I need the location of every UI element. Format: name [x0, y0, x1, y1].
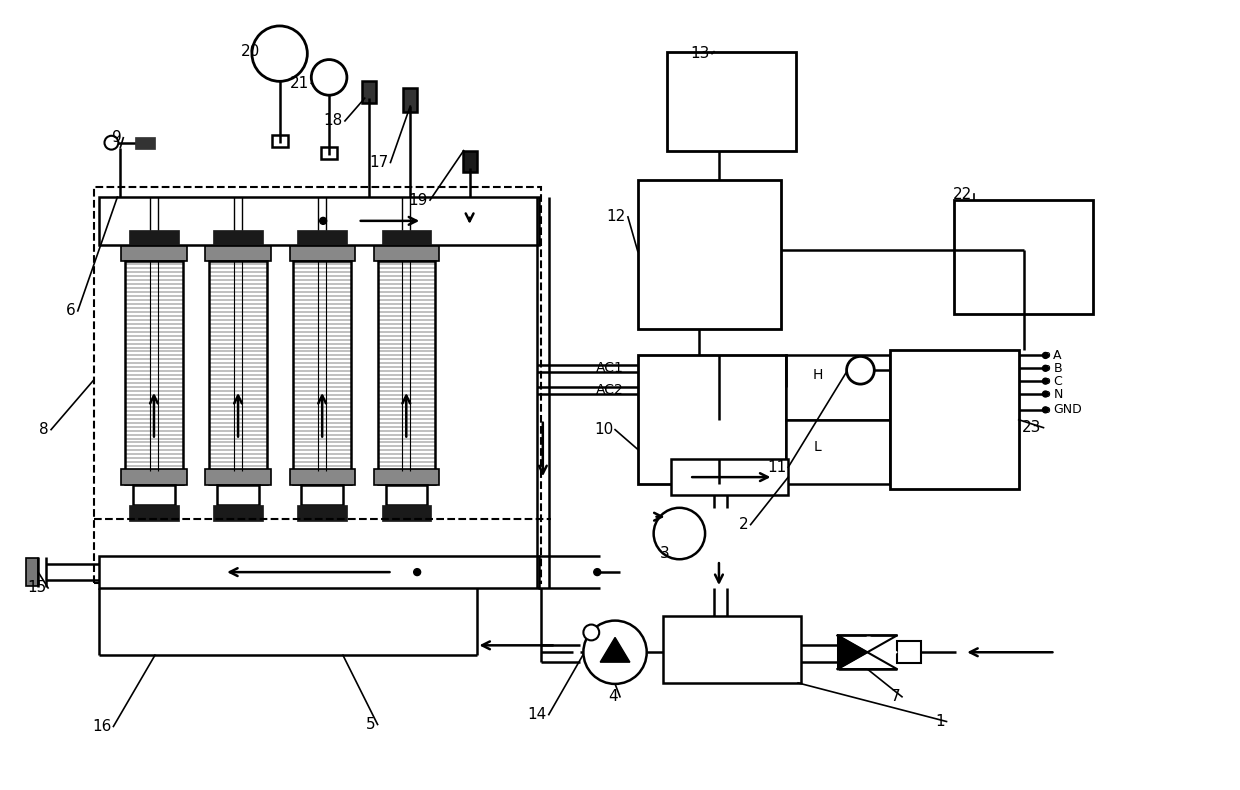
Text: 22: 22	[954, 186, 972, 201]
Text: 21: 21	[290, 76, 309, 91]
Text: o: o	[1044, 389, 1050, 399]
Bar	[129, 505, 179, 521]
Text: 19: 19	[409, 193, 428, 208]
Text: 1: 1	[935, 714, 945, 729]
Text: 12: 12	[606, 209, 626, 224]
Bar	[373, 246, 439, 261]
Bar	[386, 485, 427, 505]
Bar	[294, 261, 351, 484]
Text: 16: 16	[92, 719, 112, 734]
Circle shape	[653, 508, 706, 559]
Bar	[662, 615, 801, 683]
Bar	[382, 230, 432, 247]
Text: 8: 8	[40, 422, 50, 437]
Text: 9: 9	[112, 130, 122, 145]
Bar	[289, 246, 355, 261]
Text: GND: GND	[1053, 404, 1083, 416]
Polygon shape	[867, 635, 897, 669]
Bar	[210, 261, 267, 484]
Bar	[637, 180, 781, 329]
Bar	[890, 351, 1019, 489]
Bar	[382, 505, 432, 521]
Text: 13: 13	[691, 46, 711, 61]
Bar	[378, 261, 435, 484]
Bar	[213, 505, 263, 521]
Circle shape	[1043, 365, 1049, 371]
Polygon shape	[838, 635, 867, 669]
Bar	[206, 246, 270, 261]
Text: 17: 17	[370, 155, 388, 170]
Text: 7: 7	[890, 690, 900, 704]
Text: A: A	[1053, 349, 1061, 362]
Text: 11: 11	[768, 460, 786, 475]
Text: o: o	[1044, 404, 1050, 415]
Text: o: o	[1044, 351, 1050, 360]
Bar	[98, 198, 539, 245]
Bar	[26, 559, 38, 586]
Bar	[362, 81, 376, 103]
Bar	[301, 485, 343, 505]
Text: B: B	[1053, 362, 1061, 374]
Text: 2: 2	[739, 517, 749, 532]
Bar	[298, 505, 347, 521]
Bar	[897, 641, 921, 663]
Text: 5: 5	[366, 717, 376, 732]
Bar	[272, 135, 288, 147]
Text: 15: 15	[27, 581, 46, 596]
Bar	[637, 356, 786, 484]
Bar	[786, 419, 890, 484]
Bar	[125, 261, 182, 484]
Circle shape	[320, 217, 326, 224]
Circle shape	[252, 26, 308, 81]
Bar	[135, 137, 155, 149]
Text: 20: 20	[241, 44, 260, 59]
Bar	[298, 230, 347, 247]
Bar	[206, 469, 270, 485]
Polygon shape	[600, 638, 630, 662]
Bar	[213, 230, 263, 247]
Text: 14: 14	[527, 707, 547, 722]
Text: 18: 18	[324, 114, 343, 129]
Text: N: N	[1053, 388, 1063, 401]
Bar	[122, 469, 187, 485]
Text: o: o	[1044, 363, 1050, 374]
Bar	[217, 485, 259, 505]
Text: AC2: AC2	[596, 383, 624, 397]
Circle shape	[847, 356, 874, 384]
Circle shape	[414, 569, 420, 576]
Text: 10: 10	[594, 422, 613, 437]
Bar	[463, 151, 476, 172]
Text: o: o	[1044, 376, 1050, 386]
Text: H: H	[812, 368, 823, 382]
Bar	[93, 187, 541, 583]
Circle shape	[594, 569, 600, 576]
Circle shape	[104, 136, 118, 149]
Text: 3: 3	[660, 546, 670, 561]
Circle shape	[1043, 391, 1049, 397]
Bar	[373, 469, 439, 485]
Text: L: L	[813, 441, 822, 454]
Circle shape	[583, 621, 647, 684]
Circle shape	[311, 59, 347, 96]
Bar	[289, 469, 355, 485]
Text: AC1: AC1	[596, 361, 624, 375]
Text: C: C	[1053, 374, 1063, 388]
Bar	[98, 556, 539, 588]
Bar	[667, 51, 796, 151]
Bar	[133, 485, 175, 505]
Circle shape	[1043, 407, 1049, 413]
Bar	[671, 459, 789, 495]
Circle shape	[1043, 352, 1049, 359]
Bar	[122, 246, 187, 261]
Text: 4: 4	[609, 690, 618, 704]
Circle shape	[583, 625, 599, 641]
Bar	[129, 230, 179, 247]
Bar	[321, 147, 337, 159]
Bar	[786, 356, 890, 419]
Circle shape	[1043, 378, 1049, 384]
Bar	[403, 88, 417, 112]
Bar	[955, 200, 1092, 314]
Text: 23: 23	[1022, 420, 1042, 435]
Text: 6: 6	[66, 303, 76, 318]
